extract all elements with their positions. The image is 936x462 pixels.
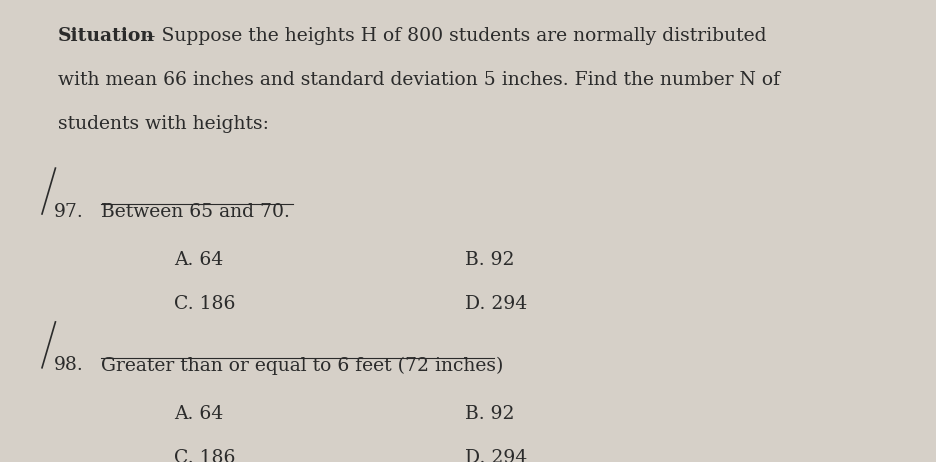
Text: Situation: Situation — [58, 27, 155, 45]
Text: A. 64: A. 64 — [174, 251, 224, 269]
Text: students with heights:: students with heights: — [58, 115, 269, 133]
Text: B. 92: B. 92 — [464, 251, 514, 269]
Text: Between 65 and 70.: Between 65 and 70. — [101, 202, 289, 220]
Text: B. 92: B. 92 — [464, 405, 514, 423]
Text: with mean 66 inches and standard deviation 5 inches. Find the number N of: with mean 66 inches and standard deviati… — [58, 71, 780, 89]
Text: C. 186: C. 186 — [174, 449, 236, 462]
Text: A. 64: A. 64 — [174, 405, 224, 423]
Text: D. 294: D. 294 — [464, 295, 527, 313]
Text: Greater than or equal to 6 feet (72 inches): Greater than or equal to 6 feet (72 inch… — [101, 356, 503, 375]
Text: – Suppose the heights H of 800 students are normally distributed: – Suppose the heights H of 800 students … — [140, 27, 766, 45]
Text: 97.: 97. — [53, 202, 83, 220]
Text: D. 294: D. 294 — [464, 449, 527, 462]
Text: 98.: 98. — [53, 356, 83, 374]
Text: C. 186: C. 186 — [174, 295, 236, 313]
